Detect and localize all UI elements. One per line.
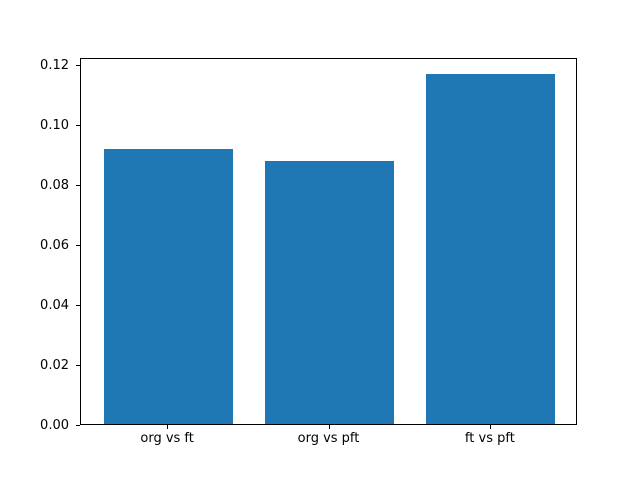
bar-org-vs-pft xyxy=(264,161,395,424)
y-tick-label: 0.00 xyxy=(40,417,69,433)
x-tick-label: ft vs pft xyxy=(464,431,515,446)
y-tick-label: 0.12 xyxy=(40,57,69,73)
x-tick-mark xyxy=(167,425,169,429)
y-tick-mark xyxy=(76,245,80,247)
bar-ft-vs-pft xyxy=(426,74,556,424)
plot-area xyxy=(80,58,577,425)
x-tick-mark xyxy=(328,425,330,429)
bar-org-vs-ft xyxy=(103,149,233,424)
y-tick-label: 0.06 xyxy=(40,237,69,253)
y-tick-mark xyxy=(76,365,80,367)
y-tick-mark xyxy=(76,305,80,307)
y-tick-mark xyxy=(76,65,80,67)
x-tick-label: org vs pft xyxy=(297,431,360,446)
y-tick-label: 0.04 xyxy=(40,297,69,313)
y-tick-label: 0.10 xyxy=(40,117,69,133)
y-tick-mark xyxy=(76,125,80,127)
y-tick-label: 0.02 xyxy=(40,357,69,373)
x-tick-mark xyxy=(489,425,491,429)
x-tick-label: org vs ft xyxy=(140,431,194,446)
y-tick-mark xyxy=(76,185,80,187)
y-tick-label: 0.08 xyxy=(40,177,69,193)
y-tick-mark xyxy=(76,425,80,426)
